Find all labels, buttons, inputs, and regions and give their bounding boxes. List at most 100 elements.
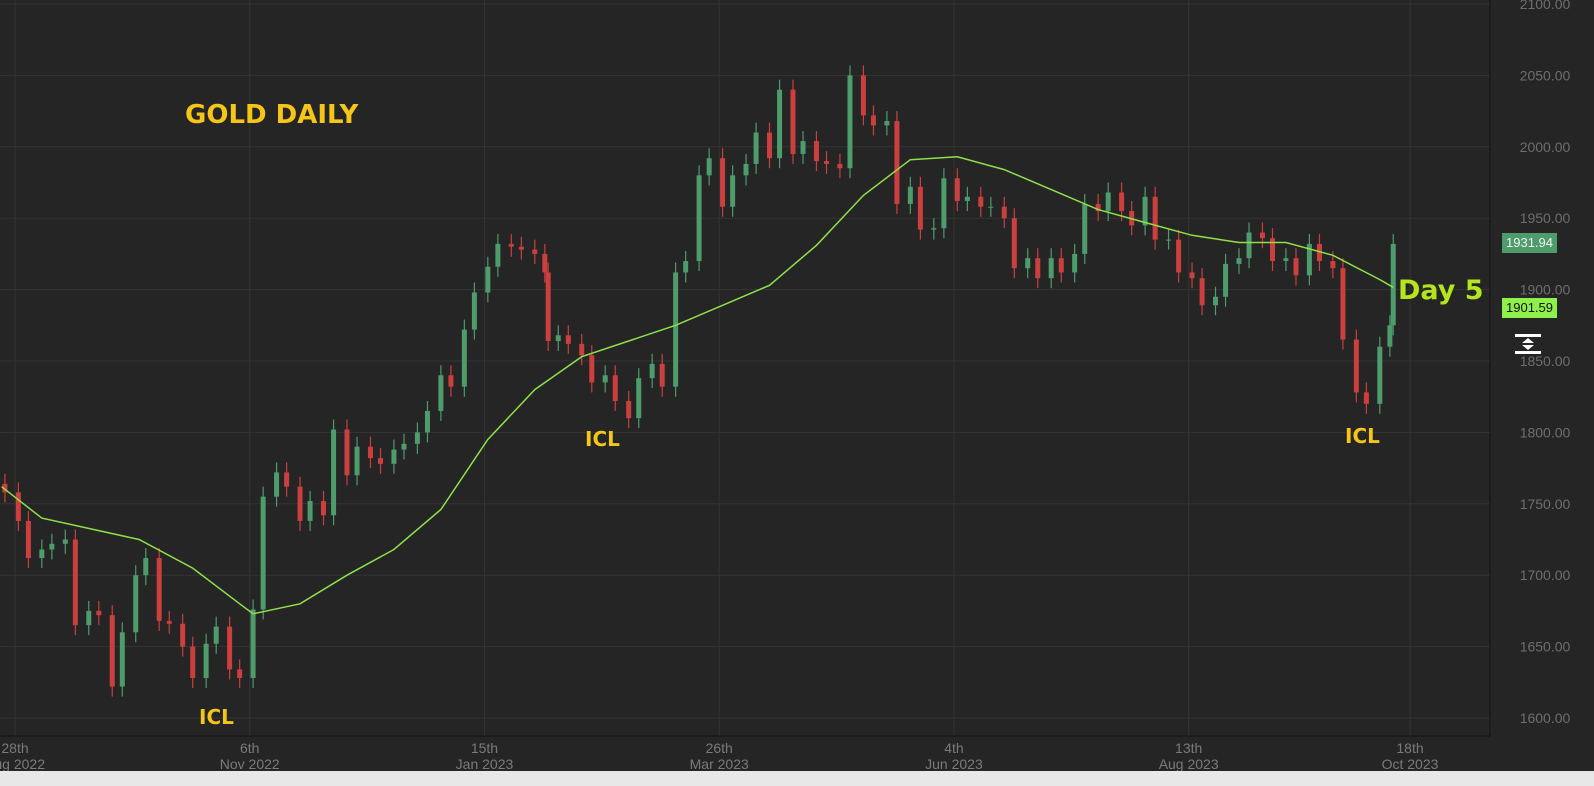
candle-up [471,292,477,330]
candle-down [917,186,923,230]
candle-up [1377,346,1383,404]
candle-up [1390,243,1396,326]
candle-down [659,363,665,387]
x-tick-month: Jan 2023 [456,756,514,772]
candle-down [860,75,866,116]
candle-up [884,121,890,126]
candle-down [72,539,78,626]
candle-up [800,141,806,154]
candle-up [907,186,913,204]
candle-down [612,375,618,401]
candle-up [250,609,256,679]
candle-up [636,378,642,419]
candle-up [62,539,68,544]
candle-down [824,161,830,164]
y-tick-label: 1700.00 [1520,567,1571,583]
y-tick-label: 2000.00 [1520,139,1571,155]
candle-up [1166,239,1172,241]
candle-up [203,643,209,679]
candle-up [119,632,125,687]
y-tick-label: 1750.00 [1520,496,1571,512]
candle-up [602,375,608,383]
candle-down [954,178,960,202]
y-tick-label: 1600.00 [1520,710,1571,726]
candle-down [1270,238,1276,262]
candle-down [378,458,384,464]
candle-up [391,449,397,464]
candle-up [1025,258,1031,269]
candle-down [837,163,843,169]
candle-up [1223,263,1229,297]
candle-down [1058,258,1064,273]
icl-label-feb-2023: ICL [585,427,620,451]
candle-down [284,472,290,487]
x-tick-month: Aug 2022 [0,756,45,772]
candle-down [1330,261,1336,269]
candle-down [579,343,585,356]
candle-up [730,175,736,207]
candle-up [401,443,407,450]
candle-down [15,492,21,521]
y-tick-label: 1900.00 [1520,282,1571,298]
candle-down [190,646,196,679]
candle-down [545,272,551,342]
candle-down [166,620,172,624]
y-tick-label: 1850.00 [1520,353,1571,369]
candle-up [331,429,337,516]
candle-down [589,355,595,383]
candle-down [978,196,984,207]
candle-down [344,429,350,476]
candle-down [790,89,796,154]
x-tick-day: 13th [1175,740,1202,756]
x-tick-day: 6th [240,740,259,756]
candle-up [1105,192,1111,212]
candle-down [518,246,524,250]
x-tick-month: Aug 2023 [1159,756,1219,772]
candle-up [1387,325,1393,347]
candle-up [354,446,360,476]
candle-up [461,329,467,387]
candle-down [508,243,514,247]
y-tick-label: 1800.00 [1520,424,1571,440]
candle-up [847,75,853,169]
candle-down [1363,392,1369,404]
candle-up [143,558,149,576]
candle-up [424,410,430,433]
candle-up [1072,253,1078,273]
candle-up [438,375,444,411]
candle-down [1199,278,1205,306]
candle-down [1119,192,1125,212]
candle-up [743,163,749,176]
candle-up [706,158,712,176]
candle-up [307,500,313,521]
x-tick-month: Mar 2023 [690,756,749,772]
candle-up [213,626,219,644]
candle-down [767,132,773,159]
candle-down [565,335,571,344]
candle-up [696,175,702,262]
y-tick-label: 2050.00 [1520,67,1571,83]
candle-down [1259,232,1265,239]
bottom-scrollbar-strip [0,771,1594,786]
candle-up [495,243,501,267]
candle-up [86,610,92,626]
candle-down [1189,272,1195,279]
x-tick-day: 28th [1,740,28,756]
candle-up [274,472,280,497]
candle-down [448,375,454,387]
candle-up [931,228,937,230]
candle-up [777,89,783,159]
candle-down [1353,339,1359,393]
candle-down [870,115,876,126]
candle-down [96,610,102,616]
candle-down [1176,239,1182,273]
chart-title: GOLD DAILY [185,100,359,130]
candle-up [1283,258,1289,262]
candle-down [813,141,819,162]
x-tick-month: Oct 2023 [1382,756,1439,772]
x-tick-day: 15th [471,740,498,756]
scale-arrows-icon[interactable] [1513,333,1543,355]
y-tick-label: 1950.00 [1520,210,1571,226]
candle-down [227,626,233,670]
